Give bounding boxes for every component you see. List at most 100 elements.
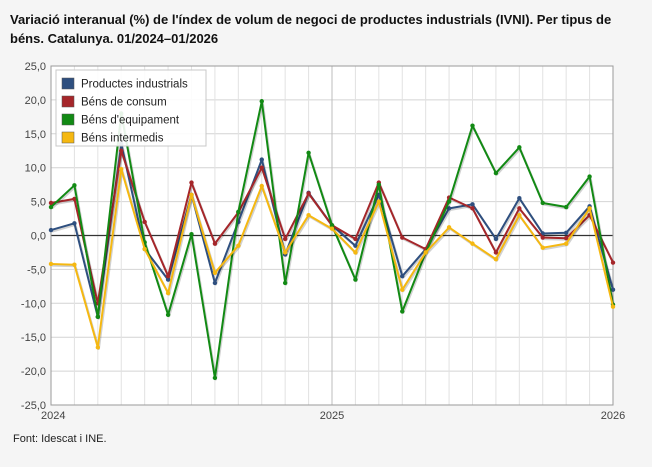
data-point[interactable] [72,196,77,202]
data-point[interactable] [48,204,54,210]
legend-label[interactable]: Béns intermedis [81,133,164,145]
data-point[interactable] [563,236,569,241]
data-point[interactable] [587,174,592,179]
data-point[interactable] [376,182,382,187]
data-point[interactable] [493,250,499,255]
y-tick-label: -15,0 [21,332,46,344]
data-point[interactable] [236,209,241,214]
legend-swatch[interactable] [61,131,75,144]
data-point[interactable] [329,223,335,228]
data-point[interactable] [400,273,405,279]
legend-swatch[interactable] [61,77,75,90]
data-point[interactable] [189,192,194,198]
data-point[interactable] [540,245,545,250]
data-point[interactable] [446,199,452,204]
data-point[interactable] [376,199,382,204]
data-point[interactable] [189,180,194,185]
data-point[interactable] [48,200,54,206]
legend-swatch[interactable] [61,113,75,126]
data-point[interactable] [400,287,405,292]
data-point[interactable] [353,236,358,242]
data-point[interactable] [517,212,522,218]
data-point[interactable] [119,148,124,153]
data-point[interactable] [72,183,77,188]
data-point[interactable] [517,145,522,150]
x-tick-label: 2025 [320,410,344,422]
data-point[interactable] [353,277,358,282]
data-point[interactable] [212,241,218,246]
data-point[interactable] [493,257,499,262]
data-point[interactable] [446,225,452,230]
x-tick-label: 2024 [41,410,65,422]
y-tick-label: -25,0 [21,400,46,412]
data-point[interactable] [470,241,475,246]
data-point[interactable] [353,243,358,248]
data-point[interactable] [610,260,616,265]
data-point[interactable] [329,226,335,231]
data-point[interactable] [400,309,405,314]
data-point[interactable] [259,99,264,104]
data-point[interactable] [400,235,405,240]
data-point[interactable] [540,200,545,206]
legend-label[interactable]: Béns de consum [81,97,167,109]
data-point[interactable] [517,196,522,201]
data-point[interactable] [282,280,288,286]
data-point[interactable] [540,235,545,240]
data-point[interactable] [563,230,569,235]
data-point[interactable] [212,375,218,381]
data-point[interactable] [165,290,171,296]
data-point[interactable] [142,246,147,252]
data-point[interactable] [470,206,475,211]
data-point[interactable] [165,312,171,318]
data-point[interactable] [236,243,241,248]
legend-swatch[interactable] [61,95,75,108]
data-point[interactable] [119,166,124,172]
axes: -25,0 -20,0 -15,0 -10,0 -5,0 0,0 5,0 10,0 15,0 20… [21,61,625,422]
data-point[interactable] [165,277,171,282]
data-point[interactable] [306,212,311,218]
data-point[interactable] [212,270,218,275]
y-tick-label: -5,0 [27,264,46,276]
data-point[interactable] [189,231,194,237]
data-point[interactable] [282,236,288,242]
data-point[interactable] [165,273,171,279]
data-point[interactable] [610,304,616,309]
y-tick-label: -10,0 [21,298,46,310]
data-point[interactable] [446,206,452,211]
source-note: Font: Idescat i INE. [13,433,107,445]
data-point[interactable] [470,202,475,207]
data-point[interactable] [493,170,499,176]
series-lines [48,99,616,381]
data-point[interactable] [48,261,54,267]
data-point[interactable] [72,221,77,226]
legend-label[interactable]: Productes industrials [81,79,188,91]
legend[interactable]: Productes industrials Béns de consum Béns … [55,69,207,147]
data-point[interactable] [72,262,77,267]
data-point[interactable] [563,204,569,210]
legend-label[interactable]: Béns d'equipament [81,115,180,127]
data-point[interactable] [212,280,218,286]
data-point[interactable] [259,157,264,162]
data-point[interactable] [48,227,54,233]
data-point[interactable] [610,287,616,292]
y-tick-label: -20,0 [21,366,46,378]
data-point[interactable] [142,219,147,225]
data-point[interactable] [306,191,311,196]
data-point[interactable] [423,250,428,255]
data-point[interactable] [259,183,264,189]
y-tick-label: 15,0 [25,129,46,141]
data-point[interactable] [587,206,592,211]
data-point[interactable] [95,314,101,320]
plot-border [50,65,614,406]
data-point[interactable] [517,206,522,211]
data-point[interactable] [282,250,288,255]
data-point[interactable] [493,236,499,242]
data-point[interactable] [563,241,569,246]
y-tick-label: 5,0 [31,197,46,209]
data-point[interactable] [259,165,264,170]
data-point[interactable] [353,250,358,255]
data-point[interactable] [95,345,101,350]
data-point[interactable] [470,123,475,128]
data-point[interactable] [306,150,311,155]
